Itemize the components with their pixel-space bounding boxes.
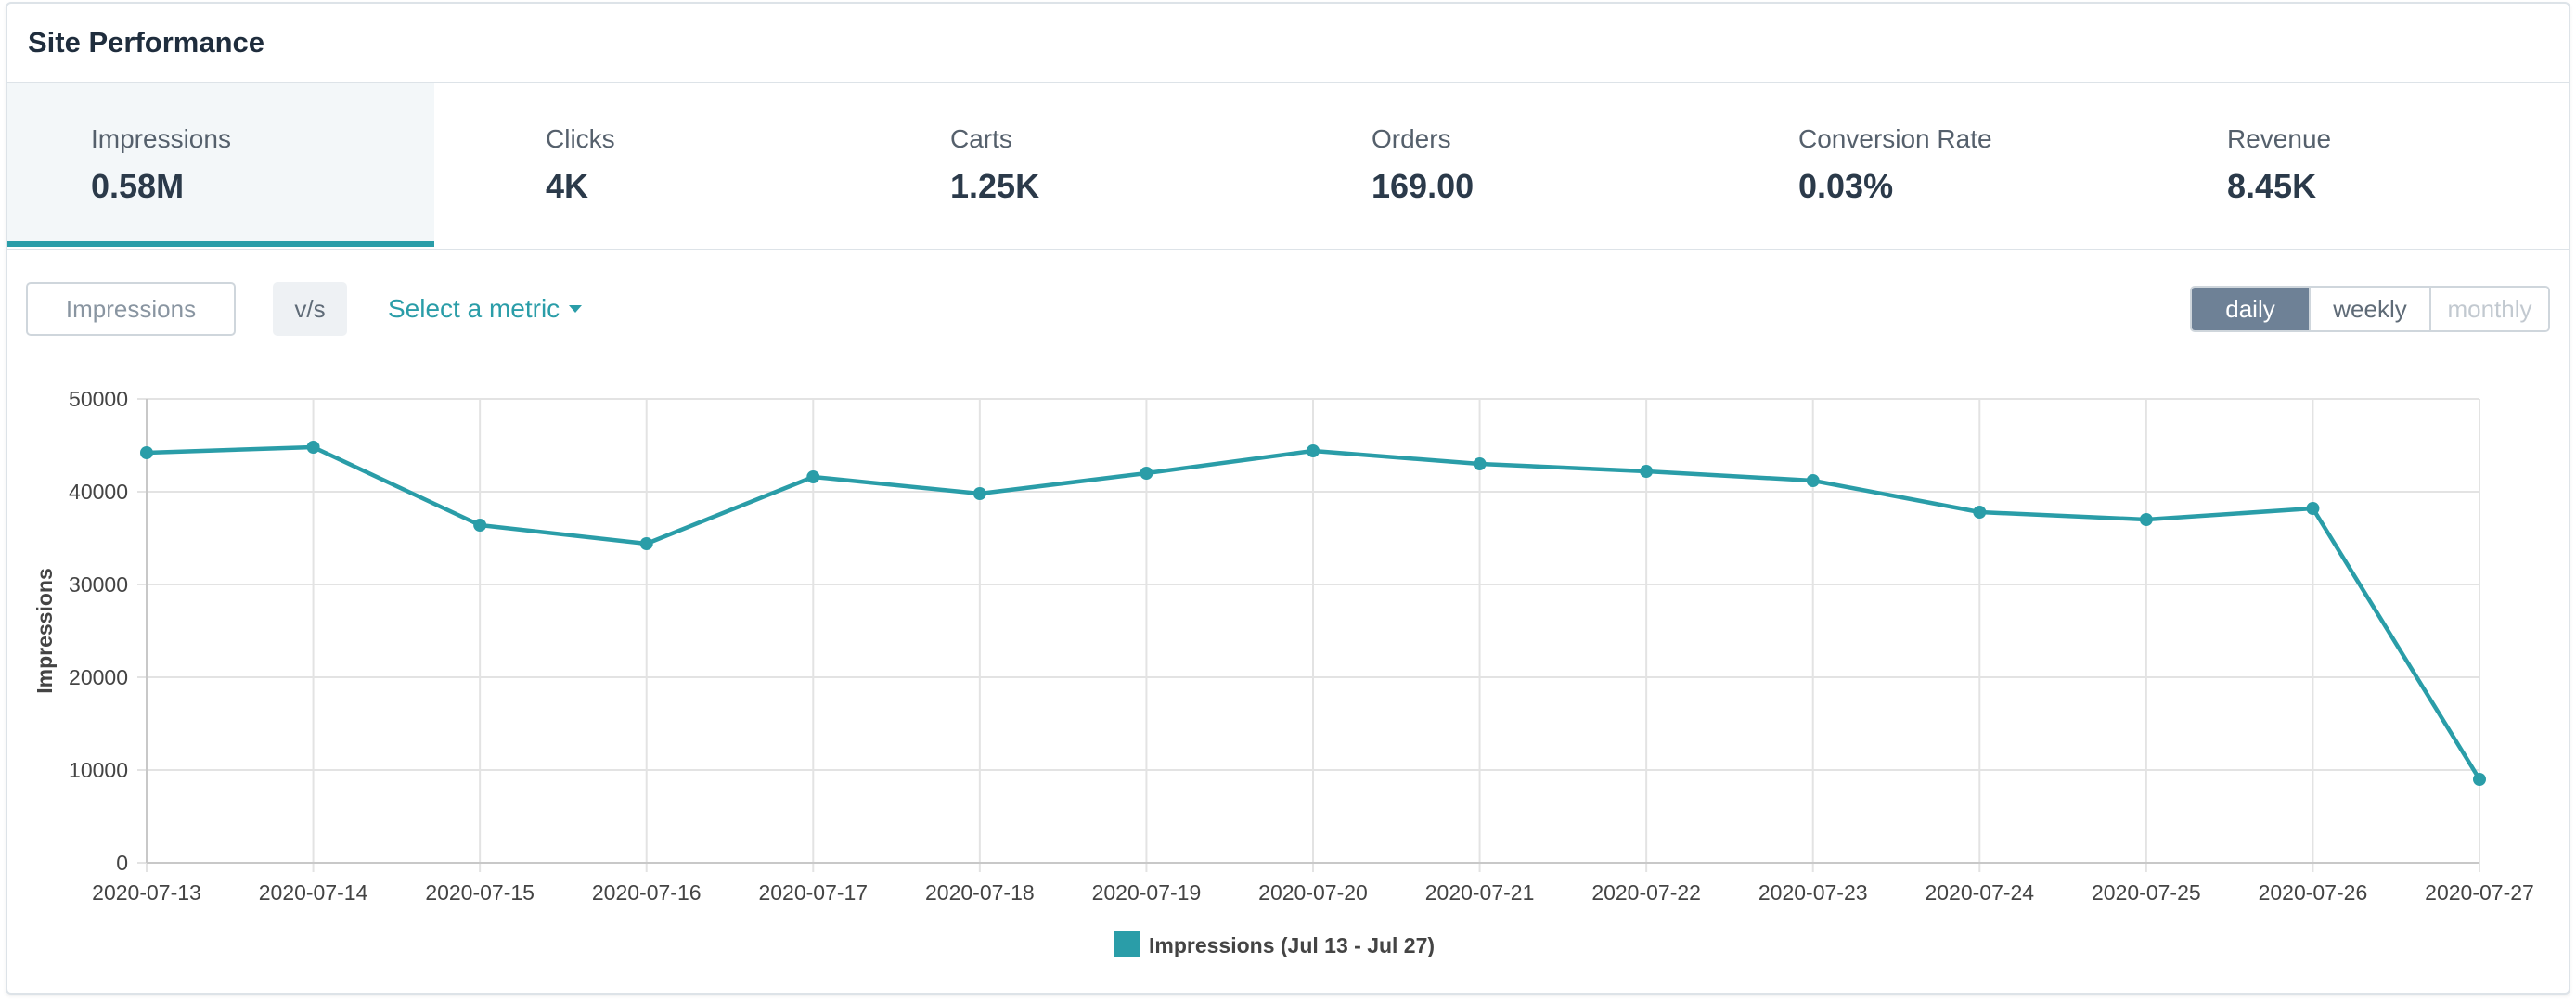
x-tick-label: 2020-07-17	[758, 880, 868, 905]
data-point	[972, 487, 986, 500]
period-toggle: daily weekly monthly	[2190, 286, 2550, 332]
kpi-value: 1.25K	[950, 167, 1040, 205]
x-tick-label: 2020-07-22	[1591, 880, 1701, 905]
kpi-value: 169.00	[1372, 167, 1475, 205]
y-tick-label: 50000	[69, 387, 128, 411]
data-point	[1806, 474, 1820, 487]
chart-controls: Impressions v/s Select a metric daily we…	[7, 250, 2569, 353]
kpi-row: Impressions 0.58M Clicks 4K Carts 1.25K …	[7, 84, 2569, 250]
data-point	[1473, 457, 1487, 470]
primary-metric-button[interactable]: Impressions	[26, 282, 236, 336]
kpi-label: Conversion Rate	[1798, 124, 1992, 153]
x-tick-label: 2020-07-18	[925, 880, 1035, 905]
legend-swatch	[1114, 931, 1140, 957]
kpi-label: Orders	[1372, 124, 1451, 153]
x-tick-label: 2020-07-16	[592, 880, 702, 905]
data-point	[1640, 465, 1654, 478]
x-tick-label: 2020-07-14	[259, 880, 368, 905]
kpi-orders[interactable]: Orders 169.00	[1288, 84, 1715, 247]
y-axis-title: Impressions	[32, 568, 57, 694]
caret-down-icon	[569, 305, 583, 313]
kpi-value: 4K	[546, 167, 589, 205]
select-metric-label: Select a metric	[388, 294, 560, 323]
data-point	[140, 446, 153, 459]
kpi-impressions[interactable]: Impressions 0.58M	[7, 84, 434, 247]
x-tick-label: 2020-07-15	[425, 880, 535, 905]
data-point	[1140, 467, 1153, 480]
y-tick-label: 40000	[69, 480, 128, 504]
kpi-conversion-rate[interactable]: Conversion Rate 0.03%	[1715, 84, 2142, 247]
data-point	[306, 441, 320, 454]
data-point	[639, 537, 653, 550]
kpi-label: Carts	[950, 124, 1012, 153]
vs-label: v/s	[273, 282, 347, 336]
kpi-label: Impressions	[91, 124, 231, 153]
period-monthly-button[interactable]: monthly	[2429, 288, 2548, 330]
x-tick-label: 2020-07-20	[1258, 880, 1368, 905]
y-tick-label: 20000	[69, 665, 128, 689]
y-tick-label: 10000	[69, 758, 128, 782]
period-weekly-button[interactable]: weekly	[2309, 288, 2429, 330]
y-tick-label: 30000	[69, 572, 128, 597]
data-point	[2306, 502, 2320, 515]
kpi-value: 8.45K	[2227, 167, 2317, 205]
kpi-label: Revenue	[2227, 124, 2332, 153]
x-tick-label: 2020-07-21	[1425, 880, 1535, 905]
kpi-carts[interactable]: Carts 1.25K	[861, 84, 1288, 247]
data-point	[806, 470, 820, 483]
y-tick-label: 0	[116, 851, 128, 875]
site-performance-card: Site Performance Impressions 0.58M Click…	[6, 2, 2570, 995]
card-header: Site Performance	[7, 4, 2569, 84]
data-point	[2139, 513, 2153, 526]
data-point	[473, 519, 487, 532]
data-point	[1973, 506, 1987, 519]
period-daily-button[interactable]: daily	[2192, 288, 2309, 330]
kpi-clicks[interactable]: Clicks 4K	[434, 84, 861, 247]
kpi-value: 0.58M	[91, 167, 185, 205]
x-tick-label: 2020-07-27	[2425, 880, 2534, 905]
kpi-revenue[interactable]: Revenue 8.45K	[2142, 84, 2569, 247]
kpi-label: Clicks	[546, 124, 615, 153]
x-tick-label: 2020-07-25	[2092, 880, 2201, 905]
x-tick-label: 2020-07-13	[92, 880, 201, 905]
x-tick-label: 2020-07-23	[1758, 880, 1868, 905]
kpi-value: 0.03%	[1798, 167, 1894, 205]
select-metric-dropdown[interactable]: Select a metric	[388, 282, 583, 336]
x-tick-label: 2020-07-26	[2259, 880, 2368, 905]
legend-label: Impressions (Jul 13 - Jul 27)	[1149, 933, 1435, 957]
data-point	[2473, 773, 2486, 786]
x-tick-label: 2020-07-24	[1925, 880, 2034, 905]
data-point	[1307, 444, 1320, 457]
x-tick-label: 2020-07-19	[1092, 880, 1202, 905]
card-title: Site Performance	[28, 26, 264, 58]
